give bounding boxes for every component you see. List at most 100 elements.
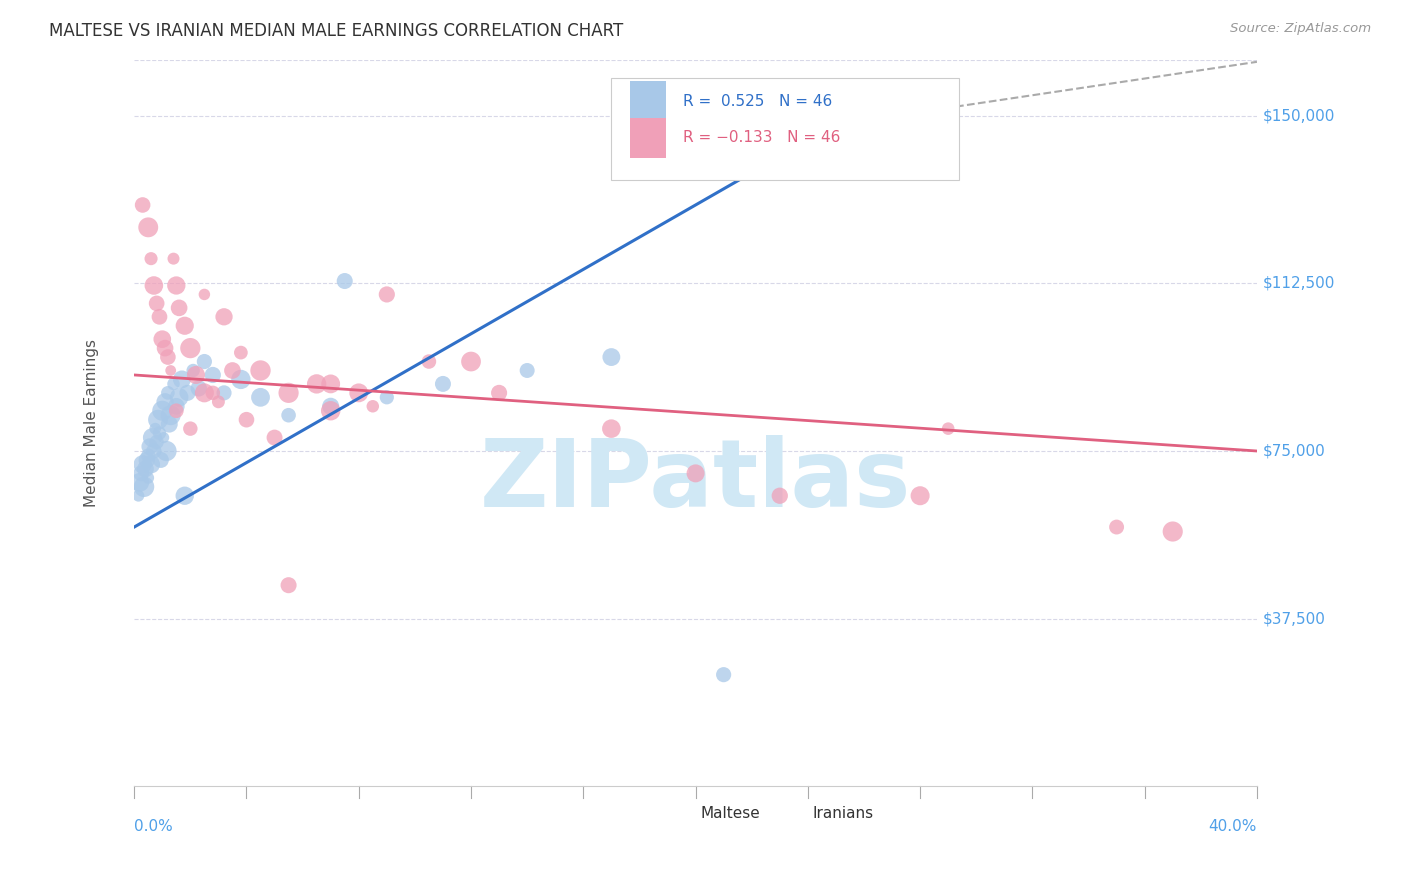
FancyBboxPatch shape [612, 78, 959, 179]
Point [305, 376, 328, 391]
Point [361, 399, 384, 413]
Point [136, 220, 159, 235]
Point [167, 301, 190, 315]
Point [319, 376, 342, 391]
Point [460, 354, 482, 368]
Point [156, 385, 179, 400]
Point [145, 296, 167, 310]
Point [141, 431, 163, 445]
Point [138, 440, 160, 454]
Point [193, 354, 215, 368]
Point [143, 422, 166, 436]
Text: $150,000: $150,000 [1263, 108, 1334, 123]
Point [132, 480, 155, 494]
Point [153, 341, 176, 355]
Text: $75,000: $75,000 [1263, 443, 1326, 458]
Text: Median Male Earnings: Median Male Earnings [84, 339, 98, 507]
Point [201, 385, 224, 400]
Point [148, 310, 170, 324]
Point [173, 489, 195, 503]
Point [212, 310, 235, 324]
Point [162, 376, 184, 391]
Text: Maltese: Maltese [700, 806, 759, 822]
Point [127, 489, 149, 503]
FancyBboxPatch shape [630, 118, 666, 158]
Point [319, 403, 342, 417]
Point [375, 287, 398, 301]
Point [908, 489, 931, 503]
Point [277, 408, 299, 422]
Point [181, 363, 204, 377]
Point [1105, 520, 1128, 534]
Point [516, 363, 538, 377]
Point [432, 376, 454, 391]
Point [769, 489, 792, 503]
Point [179, 341, 201, 355]
Point [165, 278, 187, 293]
Point [136, 471, 159, 485]
Point [135, 453, 157, 467]
Point [136, 449, 159, 463]
Point [155, 444, 177, 458]
Point [375, 390, 398, 404]
Point [249, 363, 271, 377]
Point [150, 332, 173, 346]
Point [156, 350, 179, 364]
Point [162, 252, 184, 266]
Point [149, 453, 172, 467]
Point [165, 403, 187, 417]
Point [488, 385, 510, 400]
Point [131, 458, 153, 472]
Text: Iranians: Iranians [813, 806, 873, 822]
Point [600, 422, 623, 436]
Text: R =  0.525   N = 46: R = 0.525 N = 46 [683, 94, 832, 109]
Point [221, 363, 243, 377]
Point [418, 354, 440, 368]
Point [1161, 524, 1184, 539]
Point [131, 198, 153, 212]
Point [201, 368, 224, 382]
FancyBboxPatch shape [630, 81, 666, 121]
Point [148, 426, 170, 441]
Point [600, 350, 623, 364]
Point [685, 467, 707, 481]
Point [277, 385, 299, 400]
Point [153, 394, 176, 409]
Point [229, 372, 252, 386]
Point [229, 345, 252, 359]
Point [146, 413, 169, 427]
Point [263, 431, 285, 445]
Text: $37,500: $37,500 [1263, 611, 1326, 626]
FancyBboxPatch shape [662, 801, 689, 827]
Point [277, 578, 299, 592]
Point [142, 444, 165, 458]
Text: $112,500: $112,500 [1263, 276, 1334, 291]
FancyBboxPatch shape [775, 801, 801, 827]
Point [129, 467, 152, 481]
Point [145, 435, 167, 450]
Point [333, 274, 356, 288]
Point [249, 390, 271, 404]
Point [139, 252, 162, 266]
Text: MALTESE VS IRANIAN MEDIAN MALE EARNINGS CORRELATION CHART: MALTESE VS IRANIAN MEDIAN MALE EARNINGS … [49, 22, 623, 40]
Text: Source: ZipAtlas.com: Source: ZipAtlas.com [1230, 22, 1371, 36]
Point [170, 372, 193, 386]
Point [235, 413, 257, 427]
Point [187, 381, 209, 395]
Point [713, 667, 735, 681]
Text: R = −0.133   N = 46: R = −0.133 N = 46 [683, 130, 841, 145]
Point [179, 422, 201, 436]
Point [176, 385, 198, 400]
Point [319, 399, 342, 413]
Point [128, 475, 150, 490]
Text: 0.0%: 0.0% [134, 819, 173, 834]
Point [157, 417, 180, 432]
Point [159, 408, 181, 422]
Text: 40.0%: 40.0% [1209, 819, 1257, 834]
Point [193, 287, 215, 301]
Text: ZIPatlas: ZIPatlas [479, 435, 911, 527]
Point [193, 385, 215, 400]
Point [207, 394, 229, 409]
Point [139, 458, 162, 472]
Point [165, 399, 187, 413]
